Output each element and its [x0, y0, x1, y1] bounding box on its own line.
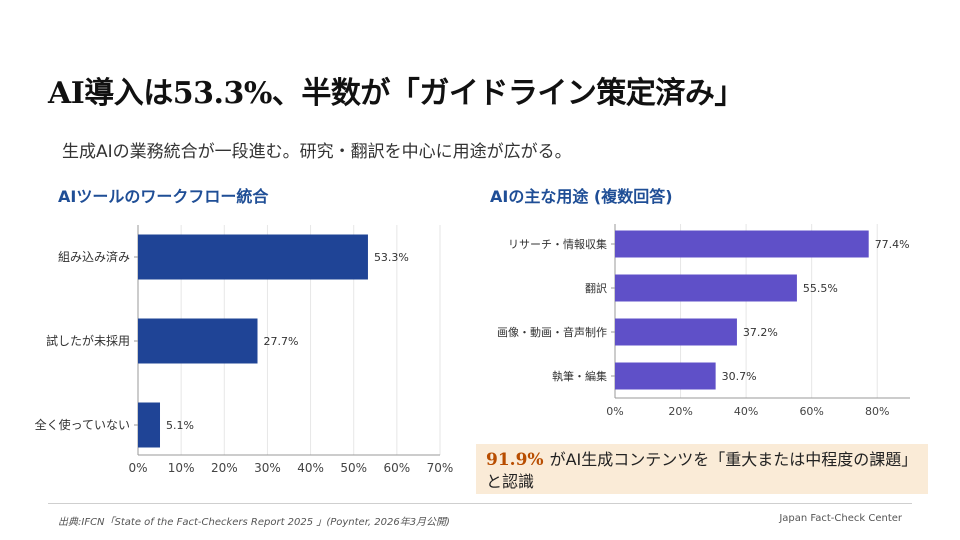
chart1-category-label: 組み込み済み [58, 249, 130, 264]
chart1-x-tick-label: 20% [211, 461, 238, 475]
chart2-category-label: 翻訳 [585, 281, 607, 295]
chart1-value-label: 27.7% [264, 335, 299, 348]
chart1-bar [138, 234, 368, 280]
chart1-x-tick-label: 70% [427, 461, 454, 475]
chart2-value-label: 55.5% [803, 282, 838, 295]
chart1-x-tick-label: 40% [297, 461, 324, 475]
workflow-integration-chart: 0% 10% 20% 30% 40% 50% 60% 70% 組み込み済み 53.3% 試したが未採… [35, 225, 454, 475]
chart2-x-tick-label: 40% [734, 405, 758, 418]
chart2-category-label: 画像・動画・音声制作 [497, 325, 607, 339]
organization-name: Japan Fact-Check Center [779, 513, 902, 524]
chart2-x-tick-label: 20% [668, 405, 692, 418]
chart2-bar [615, 362, 716, 390]
chart2-x-tick-label: 0% [606, 405, 623, 418]
callout-text: がAI生成コンテンツを「重大または中程度の課題」と認識 [486, 450, 918, 491]
chart2-bar [615, 274, 797, 302]
chart1-x-tick-label: 0% [128, 461, 147, 475]
chart1-x-tick-label: 30% [254, 461, 281, 475]
chart1-bar [138, 402, 161, 448]
footer-divider [48, 503, 912, 504]
chart1-value-label: 5.1% [166, 419, 194, 432]
chart1-category-label: 全く使っていない [35, 417, 130, 432]
page-title: AI導入は53.3%、半数が「ガイドライン策定済み」 [48, 76, 744, 111]
chart1-x-tick-label: 60% [384, 461, 411, 475]
chart2-category-label: 執筆・編集 [552, 369, 607, 383]
chart2-value-label: 30.7% [722, 370, 757, 383]
chart2-bar [615, 230, 869, 258]
chart2-x-tick-label: 80% [865, 405, 889, 418]
callout-box: 91.9% がAI生成コンテンツを「重大または中程度の課題」と認識 [476, 444, 928, 494]
chart2-bar [615, 318, 737, 346]
chart1-title: AIツールのワークフロー統合 [58, 187, 269, 206]
page-subtitle: 生成AIの業務統合が一段進む。研究・翻訳を中心に用途が広がる。 [62, 142, 572, 162]
chart2-title: AIの主な用途 (複数回答) [490, 187, 673, 206]
chart1-bar [138, 318, 258, 364]
chart1-category-label: 試したが未採用 [46, 333, 130, 348]
chart1-x-tick-label: 10% [168, 461, 195, 475]
source-citation: 出典:IFCN「State of the Fact-Checkers Repor… [58, 517, 450, 528]
chart2-category-label: リサーチ・情報収集 [508, 237, 607, 251]
callout-number: 91.9% [486, 450, 544, 470]
ai-usage-chart: 0% 20% 40% 60% 80% リサーチ・情報収集 77.4% 翻訳 55.5% 画像・動画… [497, 224, 910, 418]
chart1-value-label: 53.3% [374, 251, 409, 264]
chart2-value-label: 77.4% [875, 238, 910, 251]
chart2-value-label: 37.2% [743, 326, 778, 339]
chart1-x-tick-label: 50% [340, 461, 367, 475]
chart2-x-tick-label: 60% [799, 405, 823, 418]
